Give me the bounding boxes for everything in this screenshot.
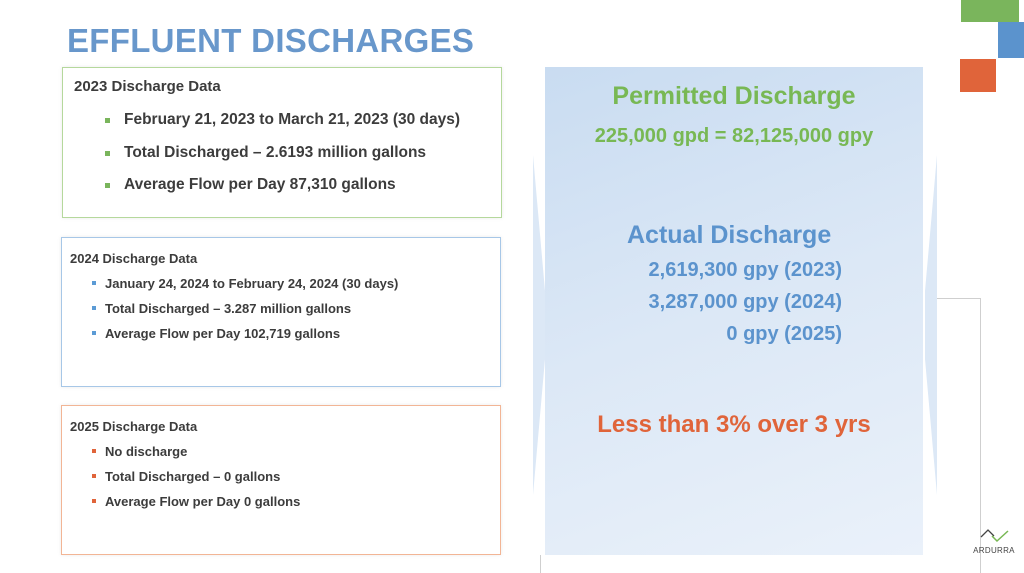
bullet-icon — [105, 118, 110, 123]
summary-panel — [545, 67, 923, 555]
orange-square-decoration — [960, 59, 996, 92]
actual-heading: Actual Discharge — [627, 221, 832, 249]
actual-value-2023: 2,619,300 gpy (2023) — [648, 259, 842, 281]
bullet-icon — [92, 449, 96, 453]
bullet-icon — [92, 474, 96, 478]
box-heading: 2023 Discharge Data — [74, 78, 221, 95]
list-item: Average Flow per Day 0 gallons — [92, 494, 500, 509]
permitted-value: 225,000 gpd = 82,125,000 gpy — [594, 125, 874, 147]
list-item: Total Discharged – 0 gallons — [92, 469, 500, 484]
list-item: No discharge — [92, 444, 500, 459]
box-heading: 2025 Discharge Data — [70, 419, 198, 434]
actual-value-2025: 0 gpy (2025) — [726, 323, 842, 345]
bullet-icon — [105, 150, 110, 156]
actual-value-2024: 3,287,000 gpy (2024) — [648, 291, 842, 313]
list-item: February 21, 2023 to March 21, 2023 (30 … — [105, 111, 501, 129]
divider-line — [540, 555, 541, 573]
divider-line — [980, 298, 981, 573]
bullet-icon — [92, 281, 96, 285]
discharge-box-2025: 2025 Discharge Data No discharge Total D… — [61, 405, 501, 555]
list-item: January 24, 2024 to February 24, 2024 (3… — [92, 276, 500, 291]
slide-title: EFFLUENT DISCHARGES — [67, 22, 475, 59]
permitted-heading: Permitted Discharge — [612, 82, 856, 110]
bullet-icon — [92, 499, 96, 503]
list-item: Total Discharged – 3.287 million gallons — [92, 301, 500, 316]
discharge-box-2023: 2023 Discharge Data February 21, 2023 to… — [62, 67, 502, 218]
bullet-icon — [92, 331, 96, 335]
box-heading: 2024 Discharge Data — [70, 251, 198, 266]
blue-square-decoration — [998, 22, 1024, 58]
list-item: Average Flow per Day 87,310 gallons — [105, 176, 501, 194]
bullet-icon — [105, 183, 110, 188]
ardurra-logo: ARDURRA — [970, 527, 1018, 555]
panel-left-chevron — [533, 155, 545, 495]
divider-line — [937, 298, 981, 299]
bullet-icon — [92, 306, 96, 310]
list-item: Average Flow per Day 102,719 gallons — [92, 326, 500, 341]
logo-mark-icon — [980, 529, 1009, 543]
list-item: Total Discharged – 2.6193 million gallon… — [105, 144, 501, 162]
green-square-decoration — [961, 0, 1019, 22]
discharge-box-2024: 2024 Discharge Data January 24, 2024 to … — [61, 237, 501, 387]
summary-text: Less than 3% over 3 yrs — [597, 411, 871, 438]
panel-right-chevron — [925, 155, 937, 495]
